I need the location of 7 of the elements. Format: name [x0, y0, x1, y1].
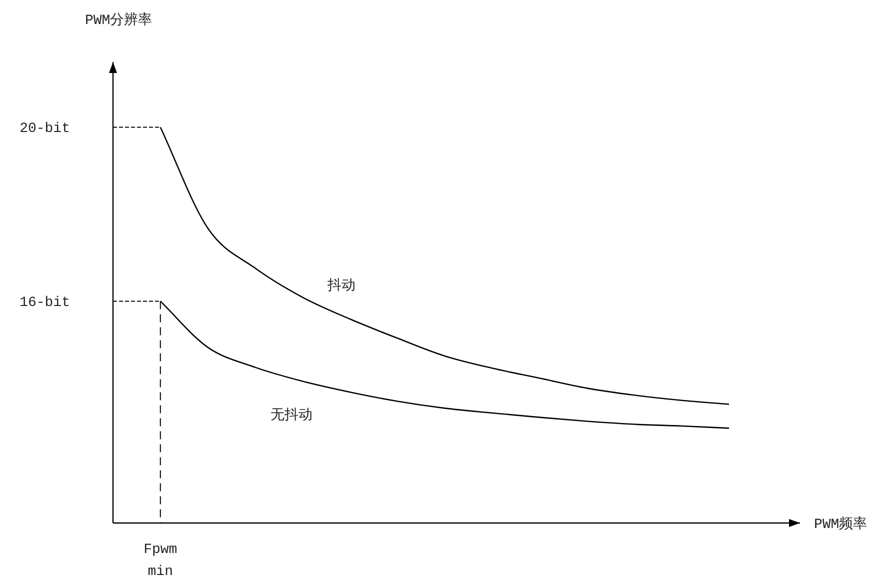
y-tick-label: 16-bit [20, 295, 70, 312]
x-tick-label: Fpwm min [144, 542, 178, 580]
y-axis-title: PWM分辨率 [85, 12, 152, 29]
y-tick-label: 20-bit [20, 121, 70, 138]
series-label: 无抖动 [270, 407, 313, 424]
series-label: 抖动 [326, 277, 356, 294]
x-axis-title: PWM频率 [814, 516, 868, 533]
